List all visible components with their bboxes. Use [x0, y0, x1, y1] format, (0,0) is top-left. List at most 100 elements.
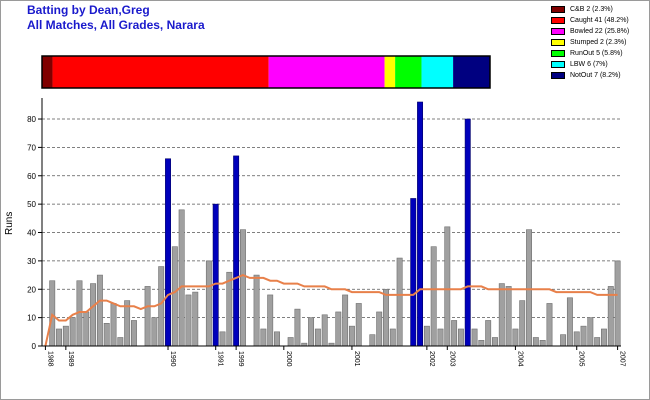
bar — [103, 323, 110, 347]
x-tick-label: 1991 — [217, 351, 224, 367]
chart-title: Batting by Dean,Greg — [27, 3, 150, 17]
bar — [594, 337, 601, 347]
legend-label: RunOut 5 (5.8%) — [570, 50, 623, 57]
bar — [417, 101, 424, 347]
bar — [369, 334, 376, 347]
x-tick-label: 2001 — [353, 351, 360, 367]
legend-item: RunOut 5 (5.8%) — [551, 49, 647, 59]
bar — [464, 118, 471, 347]
bar — [151, 317, 158, 347]
bar — [587, 317, 594, 347]
bar — [471, 328, 478, 347]
dismissal-segment — [395, 56, 422, 88]
bar — [267, 294, 274, 347]
chart-subtitle: All Matches, All Grades, Narara — [27, 18, 205, 32]
bar — [519, 300, 526, 347]
x-tick-label: 2005 — [578, 351, 585, 367]
bar — [342, 294, 349, 347]
bar — [396, 257, 403, 347]
y-tick-label: 20 — [27, 285, 36, 294]
bar — [410, 198, 417, 347]
bar — [580, 325, 587, 347]
legend-label: LBW 6 (7%) — [570, 61, 608, 68]
legend-swatch — [551, 61, 565, 68]
legend-label: Caught 41 (48.2%) — [570, 17, 629, 24]
legend-item: Caught 41 (48.2%) — [551, 16, 647, 26]
bar — [389, 328, 396, 347]
legend-swatch — [551, 17, 565, 24]
bar — [614, 260, 621, 347]
legend-swatch — [551, 39, 565, 46]
bar — [505, 286, 512, 347]
y-tick-label: 60 — [27, 172, 36, 181]
legend-label: NotOut 7 (8.2%) — [570, 72, 621, 79]
x-tick-label: 2003 — [448, 351, 455, 367]
legend-label: C&B 2 (2.3%) — [570, 6, 613, 13]
bar — [560, 334, 567, 347]
bar — [335, 311, 342, 347]
bar — [539, 340, 546, 347]
bar — [314, 328, 321, 347]
legend: C&B 2 (2.3%) Caught 41 (48.2%) Bowled 22 (… — [551, 5, 647, 82]
y-tick-label: 50 — [27, 200, 36, 209]
bar — [212, 203, 219, 347]
bar — [546, 303, 553, 347]
bar — [90, 283, 97, 347]
bar — [185, 294, 192, 347]
dismissal-segment — [52, 56, 269, 88]
x-tick-label: 1989 — [67, 351, 74, 367]
y-tick-label: 0 — [32, 342, 37, 351]
bar — [512, 328, 519, 347]
x-tick-label: 2004 — [516, 351, 523, 367]
bar — [83, 311, 90, 347]
bar — [526, 229, 532, 347]
dismissal-segment — [421, 56, 454, 88]
bar — [124, 300, 131, 347]
dismissal-segment — [268, 56, 385, 88]
bar — [478, 340, 485, 347]
x-tick-label: 1990 — [169, 351, 176, 367]
bar — [498, 283, 505, 347]
bar — [532, 337, 539, 347]
bar — [117, 337, 124, 347]
bar — [239, 229, 246, 347]
bar — [383, 288, 389, 347]
bar — [601, 328, 607, 347]
legend-item: Bowled 22 (25.8%) — [551, 27, 647, 37]
legend-label: Bowled 22 (25.8%) — [570, 28, 630, 35]
bar — [233, 155, 240, 347]
legend-item: C&B 2 (2.3%) — [551, 5, 647, 15]
legend-swatch — [551, 28, 565, 35]
bar — [62, 325, 69, 347]
bar — [294, 308, 301, 347]
bar — [376, 311, 383, 347]
legend-swatch — [551, 6, 565, 13]
bar — [205, 260, 212, 347]
dismissal-segment — [453, 56, 490, 88]
legend-label: Stumped 2 (2.3%) — [570, 39, 627, 46]
dismissal-strip-border — [41, 55, 491, 89]
bar — [274, 331, 280, 347]
bar — [219, 331, 226, 347]
bar — [110, 303, 117, 347]
bar — [321, 314, 328, 347]
bar — [457, 328, 464, 347]
bar — [178, 209, 185, 347]
bar — [131, 320, 137, 347]
bar — [253, 274, 260, 347]
bar — [492, 337, 498, 347]
y-tick-label: 70 — [27, 143, 36, 152]
bar — [308, 317, 315, 347]
bar — [165, 158, 171, 347]
bar — [69, 317, 76, 347]
average-line — [44, 274, 618, 347]
bar — [348, 325, 355, 347]
y-tick-label: 10 — [27, 314, 36, 323]
bar — [444, 226, 451, 347]
legend-item: Stumped 2 (2.3%) — [551, 38, 647, 48]
y-tick-label: 30 — [27, 257, 36, 266]
bar — [287, 337, 294, 347]
bar — [158, 266, 165, 347]
x-tick-label: 2002 — [428, 351, 435, 367]
